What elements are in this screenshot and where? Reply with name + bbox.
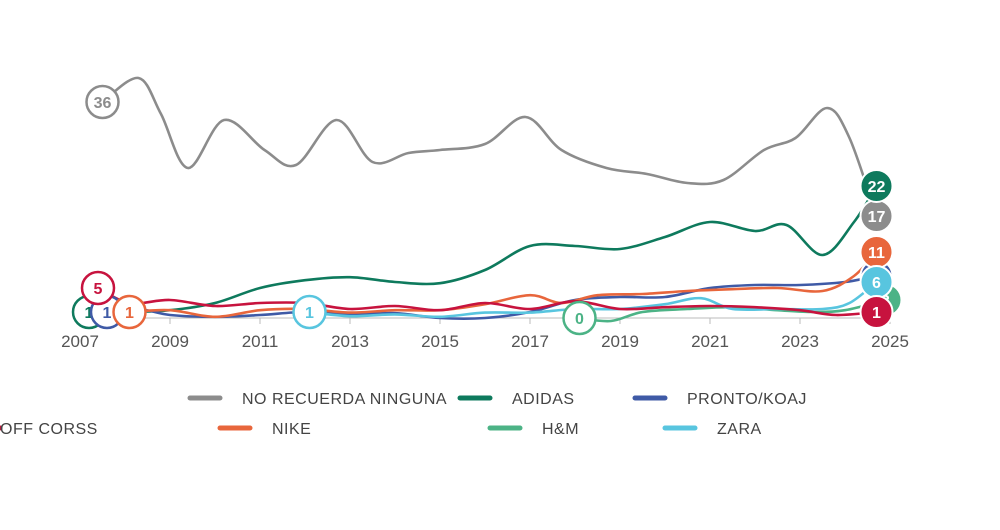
start-bubble-circle: [80, 270, 116, 306]
start-value-label: 1: [125, 305, 134, 322]
end-bubble-zara: 6: [859, 265, 894, 299]
end-bubble-no-recuerda-ninguna: 17: [859, 199, 894, 233]
start-value-label: 1: [85, 305, 94, 322]
end-value-label: 17: [868, 209, 886, 226]
start-value-label: 5: [94, 281, 103, 298]
x-tick-label-2025: 2025: [871, 332, 909, 351]
start-value-label: 0: [575, 311, 584, 328]
legend-item-pronto-koaj: PRONTO/KOAJ: [632, 391, 807, 408]
start-bubble-circle: [85, 84, 120, 120]
x-tick-label-2021: 2021: [691, 332, 729, 351]
value-bubbles: 361110157317221161: [71, 84, 903, 336]
legend-item-h-m: H&M: [487, 421, 579, 438]
legend-item-zara: ZARA: [662, 421, 762, 438]
x-tick-label-2015: 2015: [421, 332, 459, 351]
legend-label: ADIDAS: [512, 391, 575, 408]
series-line-nike: [128, 250, 878, 319]
start-value-label: 1: [305, 305, 314, 322]
start-value-label: 36: [94, 95, 112, 112]
x-tick-label-2009: 2009: [151, 332, 189, 351]
end-value-label: 1: [872, 305, 881, 322]
start-bubble-circle: [562, 300, 597, 336]
start-bubble-zara: 1: [292, 294, 327, 330]
start-bubble-circle: [112, 294, 147, 330]
x-tick-label-2019: 2019: [601, 332, 639, 351]
legend-item-off-corss: OFF CORSS: [0, 421, 98, 438]
legend-item-nike: NIKE: [217, 421, 311, 438]
legend-item-no-recuerda-ninguna: NO RECUERDA NINGUNA: [187, 391, 447, 408]
end-value-label: 22: [868, 179, 886, 196]
end-value-label: 11: [868, 245, 885, 262]
legend: NO RECUERDA NINGUNA ADIDAS PRONTO/KOAJ NIKE…: [0, 391, 807, 438]
x-tick-label-2007: 2007: [61, 332, 99, 351]
x-tick-label-2017: 2017: [511, 332, 549, 351]
start-bubble-nike: 1: [112, 294, 147, 330]
legend-label: OFF CORSS: [0, 421, 98, 438]
legend-label: H&M: [542, 421, 579, 438]
end-bubble-nike: 11: [859, 235, 894, 269]
x-tick-label-2023: 2023: [781, 332, 819, 351]
series-line-no-recuerda-ninguna: [101, 76, 878, 218]
end-bubble-circle: [859, 169, 894, 203]
series-lines: [87, 76, 887, 323]
start-bubble-circle: [292, 294, 327, 330]
legend-label: PRONTO/KOAJ: [687, 391, 807, 408]
x-axis-ticks: 2007 2009 2011 2013 2015 2017 2019 2021 2023 2025: [61, 318, 909, 351]
end-bubble-adidas: 22: [859, 169, 894, 203]
start-value-label: 1: [103, 305, 112, 322]
end-bubble-off-corss: 1: [859, 295, 894, 329]
legend-label: ZARA: [717, 421, 762, 438]
legend-label: NIKE: [272, 421, 311, 438]
start-bubble-no-recuerda-ninguna: 36: [85, 84, 120, 120]
series-line-off-corss: [96, 286, 878, 317]
start-bubble-off-corss: 5: [80, 270, 116, 306]
legend-item-adidas: ADIDAS: [457, 391, 575, 408]
series-line-adidas: [87, 184, 878, 314]
end-value-label: 6: [872, 275, 881, 292]
legend-label: NO RECUERDA NINGUNA: [242, 391, 447, 408]
x-tick-label-2011: 2011: [242, 332, 279, 351]
start-bubble-h-m: 0: [562, 300, 597, 336]
end-bubble-circle: [859, 295, 894, 329]
x-tick-label-2013: 2013: [331, 332, 369, 351]
